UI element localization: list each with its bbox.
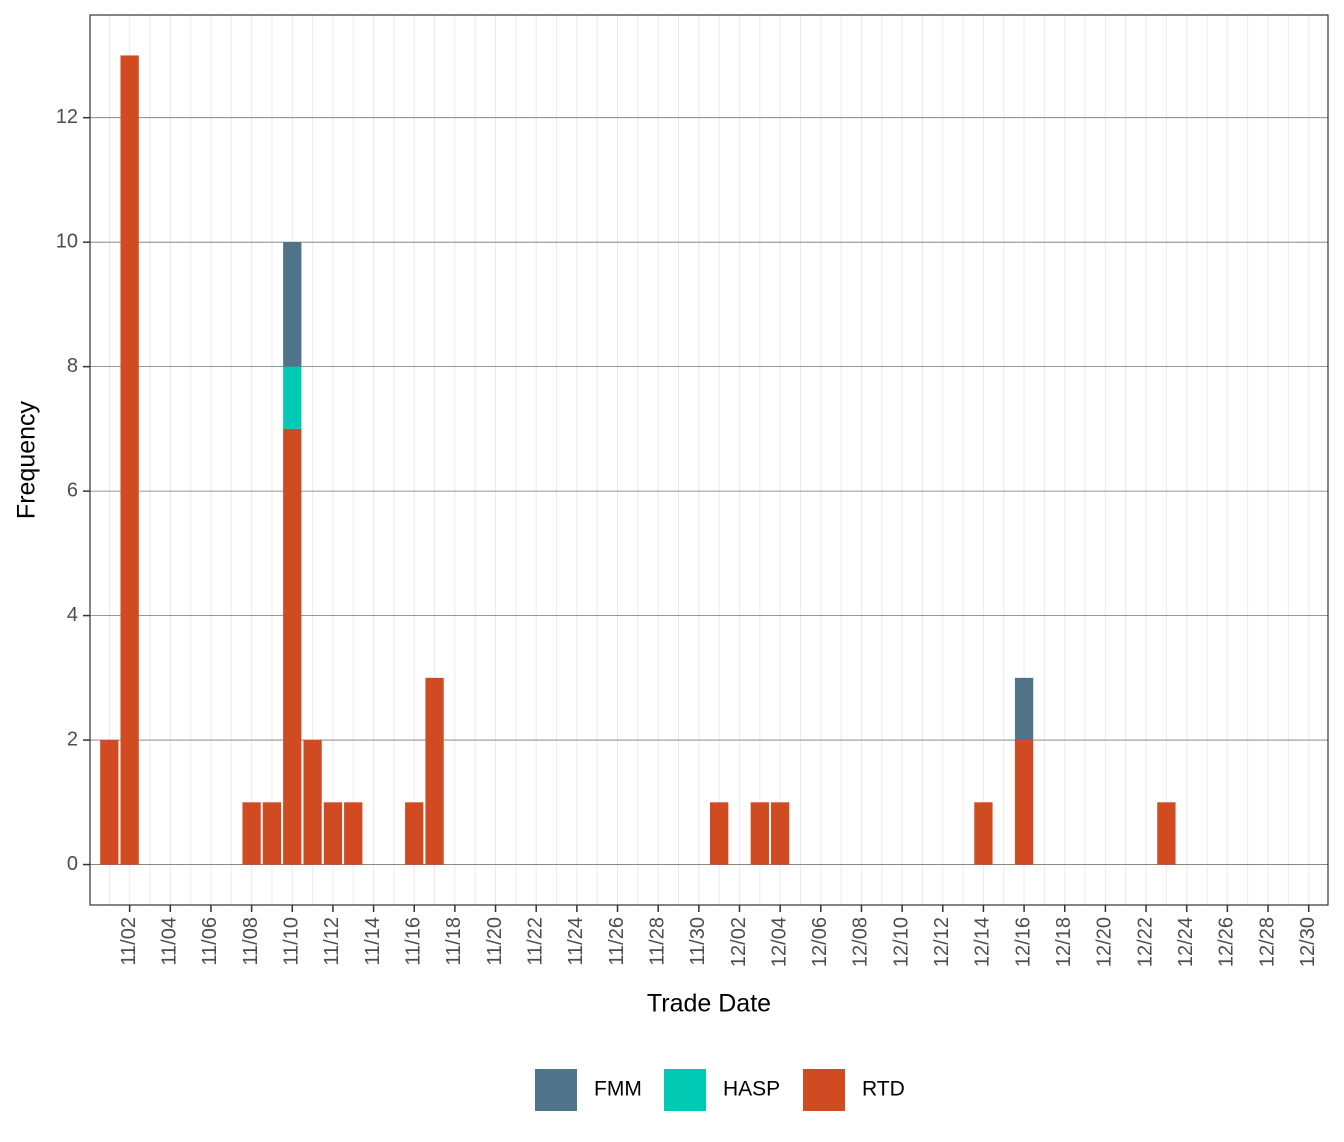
x-tick-label: 12/20: [1094, 917, 1116, 967]
bar-segment: [710, 802, 729, 865]
legend-label: RTD: [862, 1078, 905, 1101]
bar-segment: [283, 242, 302, 367]
x-tick-label: 11/12: [321, 917, 343, 966]
x-tick-label: 11/10: [281, 917, 303, 966]
bar-segment: [1014, 740, 1034, 865]
x-tick-label: 12/02: [728, 917, 750, 967]
y-tick-label: 0: [67, 853, 78, 875]
bar-segment: [1014, 677, 1034, 741]
legend-label: HASP: [723, 1078, 780, 1101]
x-tick-label: 12/26: [1216, 917, 1238, 967]
x-tick-label: 12/04: [768, 917, 790, 967]
bar-segment: [974, 802, 993, 865]
x-tick-label: 11/22: [524, 917, 546, 966]
x-tick-label: 12/24: [1175, 917, 1197, 967]
bar-segment: [405, 802, 424, 865]
x-axis-title: Trade Date: [647, 990, 771, 1018]
bar-segment: [120, 55, 139, 865]
x-tick-label: 11/02: [118, 917, 140, 966]
y-tick-label: 4: [67, 604, 78, 626]
bar-segment: [1157, 802, 1176, 865]
x-tick-label: 12/30: [1297, 917, 1319, 967]
x-tick-label: 11/18: [443, 917, 465, 966]
x-tick-label: 12/22: [1134, 917, 1156, 967]
x-tick-label: 12/06: [809, 917, 831, 967]
bar-segment: [100, 740, 119, 865]
x-tick-label: 11/08: [240, 917, 262, 966]
y-axis-title: Frequency: [13, 400, 41, 519]
x-tick-label: 11/30: [687, 917, 709, 966]
x-tick-label: 11/16: [403, 917, 425, 966]
x-tick-label: 12/08: [850, 917, 872, 967]
x-tick-label: 12/28: [1256, 917, 1278, 967]
legend-key: [664, 1069, 706, 1111]
bar-segment: [425, 677, 444, 865]
x-tick-label: 12/10: [890, 917, 912, 967]
bar-segment: [242, 802, 261, 865]
legend-key: [535, 1069, 577, 1111]
bar-segment: [303, 740, 322, 865]
x-tick-label: 11/06: [199, 917, 221, 966]
bar-segment: [344, 802, 363, 865]
x-tick-label: 11/28: [646, 917, 668, 966]
bar-segment: [750, 802, 769, 865]
bar-segment: [283, 366, 302, 429]
y-tick-label: 12: [56, 106, 78, 128]
x-tick-label: 11/20: [484, 917, 506, 966]
x-tick-label: 11/14: [362, 917, 384, 966]
x-tick-label: 12/16: [1012, 917, 1034, 967]
bar-segment: [771, 802, 790, 865]
x-tick-label: 11/26: [606, 917, 628, 966]
x-tick-label: 11/24: [565, 917, 587, 966]
x-tick-label: 12/18: [1053, 917, 1075, 967]
y-tick-label: 8: [67, 355, 78, 377]
panel-border: [89, 14, 1329, 906]
panel: [90, 15, 1328, 905]
x-tick-label: 12/12: [931, 917, 953, 967]
legend-label: FMM: [594, 1078, 642, 1101]
bar-segment: [262, 802, 282, 865]
legend-key: [803, 1069, 845, 1111]
bar-segment: [283, 428, 302, 865]
x-tick-label: 12/14: [972, 917, 994, 967]
y-tick-label: 10: [56, 230, 78, 252]
bar-segment: [323, 802, 343, 865]
y-tick-label: 2: [67, 728, 78, 750]
x-tick-label: 11/04: [159, 917, 181, 966]
y-tick-label: 6: [67, 479, 78, 501]
